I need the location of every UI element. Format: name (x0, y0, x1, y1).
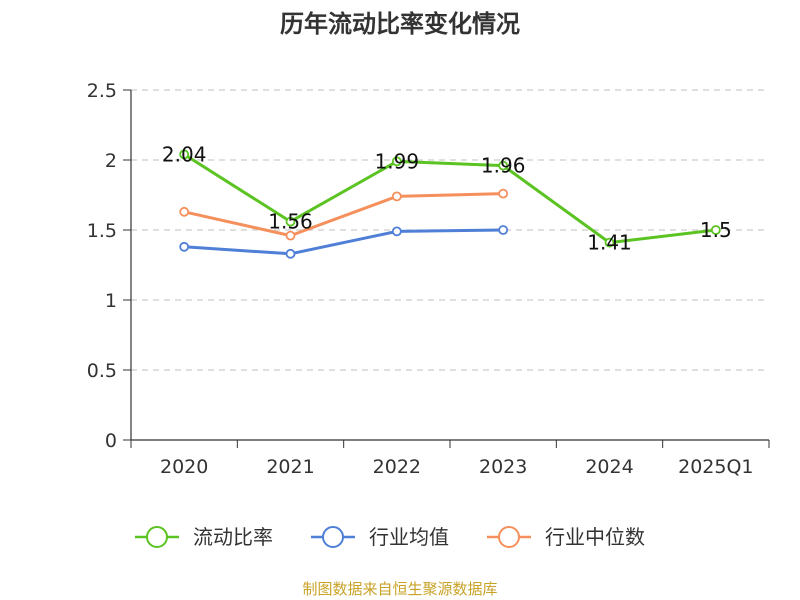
x-tick-label: 2020 (160, 456, 208, 478)
legend-label: 行业均值 (369, 525, 449, 549)
data-label: 1.96 (481, 154, 526, 178)
data-point (498, 225, 509, 235)
y-tick-label: 2 (105, 150, 117, 172)
source-note: 制图数据来自恒生聚源数据库 (302, 580, 498, 598)
y-tick-label: 1 (105, 290, 117, 312)
legend-label: 流动比率 (193, 525, 273, 549)
x-tick-label: 2021 (266, 456, 314, 478)
legend-marker (322, 526, 344, 548)
legend-marker (498, 526, 520, 548)
data-point (498, 188, 509, 199)
series-line-0 (183, 153, 717, 245)
y-tick-label: 0 (105, 430, 117, 452)
data-label: 1.56 (268, 210, 313, 234)
data-point (498, 160, 509, 171)
y-tick-label: 0.5 (87, 360, 117, 382)
x-tick-label: 2023 (479, 456, 527, 478)
x-tick-label: 2024 (585, 456, 633, 478)
data-label: 2.04 (162, 142, 207, 166)
legend-label: 行业中位数 (545, 525, 645, 549)
legend-marker (146, 526, 168, 548)
data-point (285, 248, 296, 259)
y-tick-label: 2.5 (87, 80, 117, 102)
data-point (179, 206, 190, 217)
x-tick-label: 2025Q1 (678, 456, 753, 478)
series-line-2 (183, 192, 504, 238)
data-point (285, 216, 296, 227)
data-point (285, 230, 296, 241)
data-point (604, 237, 615, 248)
data-point (179, 149, 190, 160)
data-point (391, 191, 402, 202)
data-point (179, 241, 190, 252)
y-tick-label: 1.5 (87, 220, 117, 242)
data-label: 1.41 (587, 231, 632, 255)
data-point (391, 226, 402, 237)
data-label: 1.99 (375, 149, 420, 173)
chart-title: 历年流动比率变化情况 (280, 10, 520, 38)
data-point (391, 156, 402, 167)
series-line-1 (184, 228, 504, 256)
data-point (710, 225, 721, 235)
x-tick-label: 2022 (373, 456, 421, 478)
data-label: 1.5 (700, 218, 732, 242)
